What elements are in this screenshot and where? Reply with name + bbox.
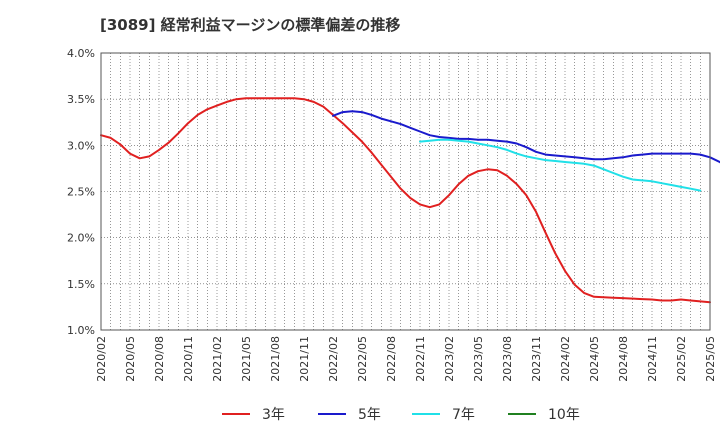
x-tick-label: 2025/02 (675, 336, 688, 382)
y-tick-label: 3.5% (67, 93, 95, 106)
x-tick-label: 2021/11 (298, 336, 311, 382)
y-tick-label: 1.0% (67, 324, 95, 337)
series-layer (100, 97, 720, 304)
x-tick-label: 2021/08 (269, 336, 282, 382)
series-line-1 (100, 97, 711, 304)
x-tick-label: 2022/02 (327, 336, 340, 382)
legend-label: 10年 (548, 407, 580, 423)
x-tick-label: 2024/08 (617, 336, 630, 382)
x-tick-label: 2025/05 (704, 336, 717, 382)
x-tick-label: 2021/05 (240, 336, 253, 382)
x-tick-label: 2023/02 (443, 336, 456, 382)
x-tick-label: 2023/05 (472, 336, 485, 382)
x-tick-label: 2020/05 (124, 336, 137, 382)
grid-layer (101, 53, 710, 330)
plot-frame (100, 52, 711, 331)
x-tick-label: 2024/11 (646, 336, 659, 382)
y-tick-label: 3.0% (67, 139, 95, 152)
x-tick-label: 2023/08 (501, 336, 514, 382)
legend-label: 5年 (358, 407, 381, 423)
chart-title: [3089] 経常利益マージンの標準偏差の推移 (100, 16, 401, 34)
series-line-2 (332, 110, 720, 164)
y-tick-label: 2.5% (67, 186, 95, 199)
x-tick-label: 2020/08 (153, 336, 166, 382)
x-tick-label: 2020/11 (182, 336, 195, 382)
legend-label: 7年 (452, 407, 475, 423)
x-tick-label: 2024/02 (559, 336, 572, 382)
x-tick-label: 2024/05 (588, 336, 601, 382)
series-line-3 (419, 138, 702, 192)
x-tick-label: 2022/05 (356, 336, 369, 382)
x-tick-label: 2020/02 (95, 336, 108, 382)
y-tick-label: 1.5% (67, 278, 95, 291)
axis-layer: 1.0% 1.5% 2.0% 2.5% 3.0% 3.5% 4.0% 2020/02 2020/… (67, 47, 717, 382)
x-tick-label: 2022/08 (385, 336, 398, 382)
legend: 3年 5年 7年 10年 (222, 407, 580, 423)
legend-label: 3年 (262, 407, 285, 423)
y-tick-label: 4.0% (67, 47, 95, 60)
x-tick-label: 2021/02 (211, 336, 224, 382)
x-tick-label: 2022/11 (414, 336, 427, 382)
y-tick-label: 2.0% (67, 232, 95, 245)
x-tick-label: 2023/11 (530, 336, 543, 382)
